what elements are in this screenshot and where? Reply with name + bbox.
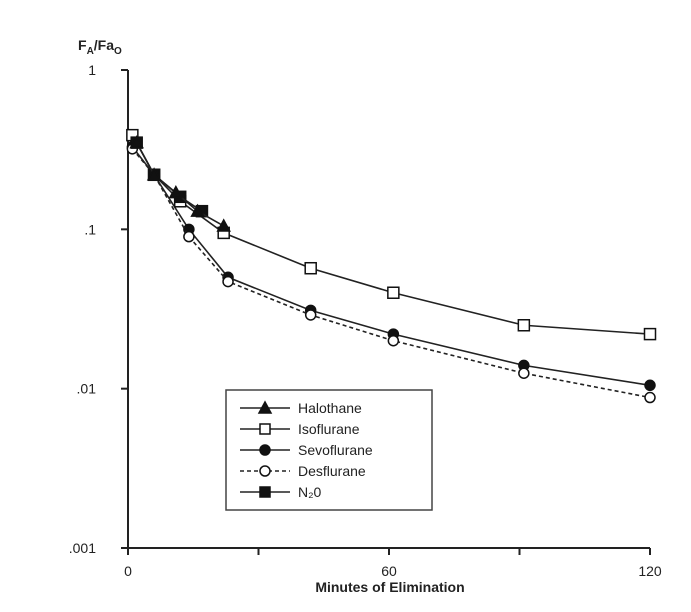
y-tick-label: .01 <box>77 381 97 397</box>
data-point <box>216 218 231 232</box>
data-point <box>517 319 531 332</box>
data-point <box>168 185 184 199</box>
x-tick-label: 120 <box>638 563 662 579</box>
data-point <box>644 391 656 404</box>
x-ticks: 0 60 120 <box>124 548 662 579</box>
legend-label: Sevoflurane <box>298 442 373 458</box>
legend-marker <box>259 486 271 498</box>
y-axis-title-main: F <box>78 37 87 53</box>
legend-marker <box>259 444 271 456</box>
data-point <box>644 379 656 392</box>
data-point <box>222 275 234 288</box>
legend-label: Desflurane <box>298 463 366 479</box>
legend-label: Isoflurane <box>298 421 360 437</box>
y-axis-title-mid: /Fa <box>94 37 114 53</box>
data-point <box>146 167 162 181</box>
series-line <box>135 142 225 227</box>
legend-marker <box>259 465 271 477</box>
x-tick-label: 0 <box>124 563 132 579</box>
data-point <box>643 327 657 341</box>
y-tick-label: .1 <box>84 221 96 237</box>
y-ticks: 1 .1 .01 .001 <box>69 62 128 556</box>
legend-label: N₂0 <box>298 484 322 500</box>
x-tick-label: 60 <box>381 563 397 579</box>
series-line <box>131 148 651 399</box>
legend-label: Halothane <box>298 400 362 416</box>
series-line <box>131 146 651 387</box>
legend-marker <box>259 423 271 435</box>
y-tick-label: .001 <box>69 540 96 556</box>
y-tick-label: 1 <box>88 62 96 78</box>
y-axis-title-sub1: A <box>87 46 94 57</box>
x-axis-title: Minutes of Elimination <box>315 579 464 595</box>
y-axis-title-sub2: O <box>114 46 122 57</box>
legend: Halothane Isoflurane Sevoflurane Desflurane… <box>225 389 433 511</box>
data-point <box>183 230 195 243</box>
data-point <box>387 286 400 299</box>
data-point <box>190 203 205 217</box>
series-line <box>131 134 651 335</box>
data-point <box>304 261 317 275</box>
data-point <box>387 334 400 347</box>
series-layer <box>126 128 657 404</box>
data-point <box>518 367 530 379</box>
data-point <box>304 309 317 321</box>
legend-marker <box>257 400 273 414</box>
data-point <box>129 135 144 149</box>
y-axis-title: FA/FaO <box>78 37 122 57</box>
